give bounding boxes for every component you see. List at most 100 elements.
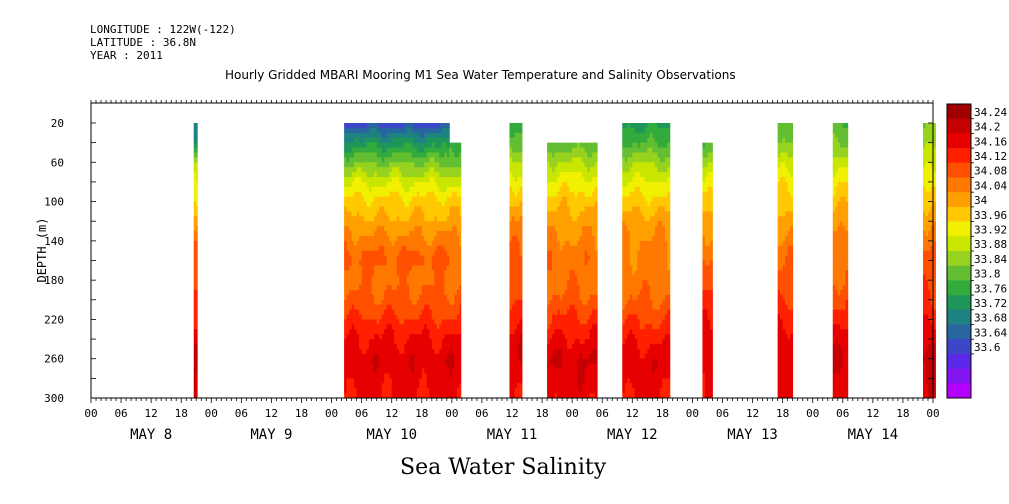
data-cell xyxy=(431,196,435,202)
data-cell xyxy=(196,162,198,168)
data-cell xyxy=(637,250,641,256)
data-cell xyxy=(193,270,197,276)
data-cell xyxy=(414,221,418,227)
data-cell xyxy=(359,368,363,374)
data-cell xyxy=(404,157,408,163)
data-cell xyxy=(642,299,646,306)
data-cell xyxy=(662,339,666,345)
data-cell xyxy=(642,206,646,212)
data-cell xyxy=(196,250,198,256)
data-cell xyxy=(444,216,448,222)
data-cell xyxy=(459,196,462,202)
data-cell xyxy=(649,250,653,256)
data-cell xyxy=(577,245,581,252)
data-cell xyxy=(394,304,398,311)
data-cell xyxy=(344,299,348,306)
data-cell xyxy=(592,177,596,183)
data-cell xyxy=(569,314,573,320)
data-cell xyxy=(356,250,360,256)
data-cell xyxy=(369,250,373,256)
data-cell xyxy=(637,339,641,345)
data-cell xyxy=(354,186,358,193)
data-cell xyxy=(444,142,448,148)
data-cell xyxy=(632,226,636,232)
data-cell xyxy=(351,172,355,178)
data-cell xyxy=(349,294,353,301)
data-cell xyxy=(429,142,433,148)
data-cell xyxy=(662,127,666,134)
data-cell xyxy=(196,235,198,242)
data-cell xyxy=(459,172,462,178)
data-cell xyxy=(579,388,583,394)
data-cell xyxy=(344,304,348,311)
data-cell xyxy=(381,177,385,183)
data-cell xyxy=(394,285,398,291)
data-cell xyxy=(356,368,360,374)
data-cell xyxy=(354,177,358,183)
data-cell xyxy=(394,324,398,330)
data-cell xyxy=(627,245,631,252)
data-cell xyxy=(592,172,596,178)
data-cell xyxy=(406,353,410,360)
data-cell xyxy=(404,383,408,389)
data-cell xyxy=(419,383,423,389)
data-cell xyxy=(379,216,383,222)
data-cell xyxy=(384,319,388,325)
data-cell xyxy=(434,132,438,139)
data-cell xyxy=(624,339,628,345)
data-cell xyxy=(196,368,198,374)
data-cell xyxy=(429,294,433,301)
data-cell xyxy=(366,319,370,325)
data-cell xyxy=(381,373,385,379)
data-cell xyxy=(354,157,358,163)
data-cell xyxy=(552,353,556,360)
data-cell xyxy=(554,221,558,227)
data-cell xyxy=(359,127,363,134)
data-cell xyxy=(359,196,363,202)
data-cell xyxy=(366,221,370,227)
data-cell xyxy=(554,294,558,301)
data-cell xyxy=(657,152,661,158)
data-cell xyxy=(416,206,420,212)
data-cell xyxy=(429,211,433,217)
data-cell xyxy=(587,383,591,389)
data-cell xyxy=(512,231,515,237)
data-cell xyxy=(196,132,198,139)
data-cell xyxy=(376,132,380,139)
data-cell xyxy=(196,196,198,202)
data-cell xyxy=(567,216,571,222)
data-cell xyxy=(647,270,651,276)
data-cell xyxy=(632,201,636,207)
data-cell xyxy=(379,260,383,266)
data-cell xyxy=(431,167,435,173)
data-cell xyxy=(436,280,440,286)
data-cell xyxy=(193,339,197,345)
data-cell xyxy=(391,275,395,281)
data-cell xyxy=(644,167,648,173)
data-cell xyxy=(406,368,410,374)
data-cell xyxy=(386,343,390,350)
data-cell xyxy=(391,329,395,335)
data-cell xyxy=(411,383,415,389)
data-cell xyxy=(632,285,636,291)
data-cell xyxy=(632,137,636,144)
data-cell xyxy=(421,378,425,384)
data-cell xyxy=(517,206,520,212)
data-cell xyxy=(193,285,197,291)
data-cell xyxy=(399,147,403,153)
data-cell xyxy=(411,319,415,325)
data-cell xyxy=(381,245,385,252)
data-cell xyxy=(562,304,566,311)
data-cell xyxy=(652,206,656,212)
data-cell xyxy=(624,255,628,261)
data-cell xyxy=(196,373,198,379)
data-cell xyxy=(657,329,661,335)
data-cell xyxy=(584,250,588,256)
data-cell xyxy=(344,201,348,207)
data-cell xyxy=(509,240,513,247)
data-cell xyxy=(374,216,378,222)
data-cell xyxy=(629,191,633,198)
data-cell xyxy=(657,373,661,379)
data-cell xyxy=(629,216,633,222)
data-cell xyxy=(622,339,626,345)
